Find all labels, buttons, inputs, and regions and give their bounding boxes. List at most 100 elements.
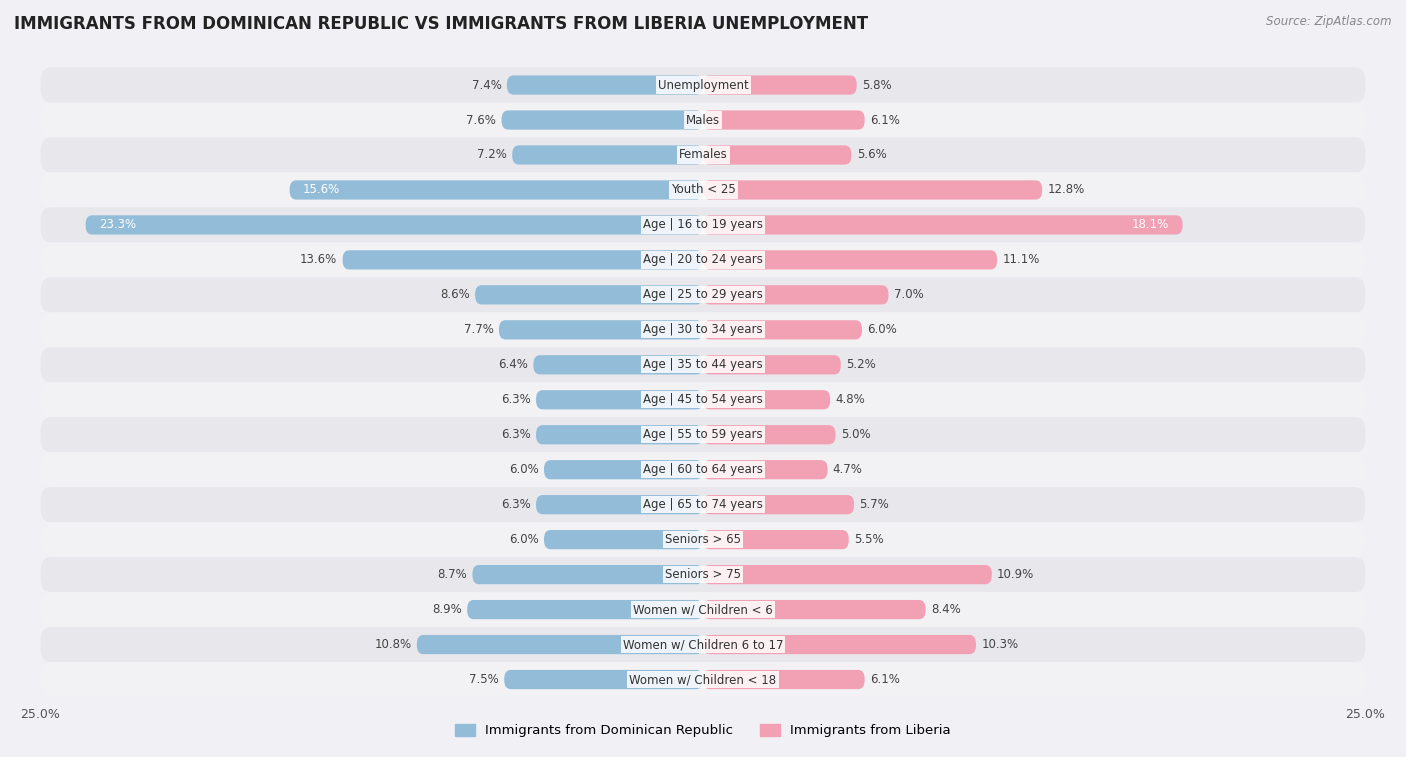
FancyBboxPatch shape — [86, 215, 703, 235]
FancyBboxPatch shape — [41, 592, 1365, 627]
FancyBboxPatch shape — [502, 111, 703, 129]
FancyBboxPatch shape — [41, 277, 1365, 313]
FancyBboxPatch shape — [703, 320, 862, 339]
Text: 6.3%: 6.3% — [501, 498, 531, 511]
Text: 4.7%: 4.7% — [832, 463, 863, 476]
Text: 6.3%: 6.3% — [501, 428, 531, 441]
Text: Age | 60 to 64 years: Age | 60 to 64 years — [643, 463, 763, 476]
FancyBboxPatch shape — [41, 488, 1365, 522]
Text: Age | 45 to 54 years: Age | 45 to 54 years — [643, 394, 763, 407]
Text: Source: ZipAtlas.com: Source: ZipAtlas.com — [1267, 15, 1392, 28]
FancyBboxPatch shape — [41, 173, 1365, 207]
FancyBboxPatch shape — [533, 355, 703, 375]
FancyBboxPatch shape — [508, 76, 703, 95]
FancyBboxPatch shape — [499, 320, 703, 339]
Text: Age | 20 to 24 years: Age | 20 to 24 years — [643, 254, 763, 266]
Text: 5.0%: 5.0% — [841, 428, 870, 441]
Text: Females: Females — [679, 148, 727, 161]
Legend: Immigrants from Dominican Republic, Immigrants from Liberia: Immigrants from Dominican Republic, Immi… — [450, 718, 956, 743]
Text: 13.6%: 13.6% — [299, 254, 337, 266]
FancyBboxPatch shape — [544, 530, 703, 550]
FancyBboxPatch shape — [703, 215, 1182, 235]
FancyBboxPatch shape — [703, 600, 925, 619]
Text: 7.7%: 7.7% — [464, 323, 494, 336]
FancyBboxPatch shape — [505, 670, 703, 689]
Text: 5.6%: 5.6% — [856, 148, 886, 161]
FancyBboxPatch shape — [536, 390, 703, 410]
FancyBboxPatch shape — [703, 425, 835, 444]
Text: 8.4%: 8.4% — [931, 603, 960, 616]
FancyBboxPatch shape — [544, 460, 703, 479]
FancyBboxPatch shape — [703, 670, 865, 689]
Text: 6.4%: 6.4% — [498, 358, 529, 371]
FancyBboxPatch shape — [475, 285, 703, 304]
FancyBboxPatch shape — [290, 180, 703, 200]
FancyBboxPatch shape — [536, 425, 703, 444]
FancyBboxPatch shape — [41, 313, 1365, 347]
Text: IMMIGRANTS FROM DOMINICAN REPUBLIC VS IMMIGRANTS FROM LIBERIA UNEMPLOYMENT: IMMIGRANTS FROM DOMINICAN REPUBLIC VS IM… — [14, 15, 868, 33]
Text: 8.6%: 8.6% — [440, 288, 470, 301]
FancyBboxPatch shape — [703, 76, 856, 95]
FancyBboxPatch shape — [703, 251, 997, 269]
FancyBboxPatch shape — [703, 565, 991, 584]
Text: Seniors > 65: Seniors > 65 — [665, 533, 741, 546]
FancyBboxPatch shape — [41, 417, 1365, 452]
FancyBboxPatch shape — [703, 111, 865, 129]
Text: Age | 16 to 19 years: Age | 16 to 19 years — [643, 219, 763, 232]
Text: Age | 35 to 44 years: Age | 35 to 44 years — [643, 358, 763, 371]
FancyBboxPatch shape — [703, 145, 852, 164]
Text: 10.9%: 10.9% — [997, 568, 1035, 581]
Text: Women w/ Children < 6: Women w/ Children < 6 — [633, 603, 773, 616]
FancyBboxPatch shape — [703, 635, 976, 654]
Text: 12.8%: 12.8% — [1047, 183, 1084, 197]
Text: 10.3%: 10.3% — [981, 638, 1018, 651]
Text: Age | 55 to 59 years: Age | 55 to 59 years — [643, 428, 763, 441]
FancyBboxPatch shape — [41, 382, 1365, 417]
FancyBboxPatch shape — [703, 530, 849, 550]
FancyBboxPatch shape — [41, 138, 1365, 173]
Text: 4.8%: 4.8% — [835, 394, 865, 407]
FancyBboxPatch shape — [41, 242, 1365, 277]
FancyBboxPatch shape — [536, 495, 703, 514]
FancyBboxPatch shape — [343, 251, 703, 269]
Text: 7.5%: 7.5% — [470, 673, 499, 686]
FancyBboxPatch shape — [512, 145, 703, 164]
Text: 15.6%: 15.6% — [302, 183, 340, 197]
Text: 6.0%: 6.0% — [509, 533, 538, 546]
Text: 11.1%: 11.1% — [1002, 254, 1040, 266]
Text: 10.8%: 10.8% — [374, 638, 412, 651]
FancyBboxPatch shape — [41, 452, 1365, 488]
FancyBboxPatch shape — [41, 627, 1365, 662]
Text: 6.3%: 6.3% — [501, 394, 531, 407]
FancyBboxPatch shape — [703, 460, 828, 479]
FancyBboxPatch shape — [41, 522, 1365, 557]
Text: Women w/ Children 6 to 17: Women w/ Children 6 to 17 — [623, 638, 783, 651]
Text: 18.1%: 18.1% — [1132, 219, 1170, 232]
FancyBboxPatch shape — [41, 67, 1365, 102]
Text: 8.9%: 8.9% — [432, 603, 461, 616]
Text: 6.0%: 6.0% — [868, 323, 897, 336]
Text: Women w/ Children < 18: Women w/ Children < 18 — [630, 673, 776, 686]
FancyBboxPatch shape — [41, 207, 1365, 242]
Text: 23.3%: 23.3% — [98, 219, 136, 232]
Text: 5.2%: 5.2% — [846, 358, 876, 371]
Text: 5.5%: 5.5% — [853, 533, 883, 546]
Text: 6.0%: 6.0% — [509, 463, 538, 476]
FancyBboxPatch shape — [41, 102, 1365, 138]
FancyBboxPatch shape — [41, 662, 1365, 697]
FancyBboxPatch shape — [703, 180, 1042, 200]
Text: Seniors > 75: Seniors > 75 — [665, 568, 741, 581]
Text: Age | 30 to 34 years: Age | 30 to 34 years — [643, 323, 763, 336]
FancyBboxPatch shape — [703, 355, 841, 375]
FancyBboxPatch shape — [41, 557, 1365, 592]
Text: 7.2%: 7.2% — [477, 148, 508, 161]
Text: 7.0%: 7.0% — [894, 288, 924, 301]
Text: Youth < 25: Youth < 25 — [671, 183, 735, 197]
Text: 8.7%: 8.7% — [437, 568, 467, 581]
Text: 7.6%: 7.6% — [467, 114, 496, 126]
FancyBboxPatch shape — [703, 495, 853, 514]
FancyBboxPatch shape — [416, 635, 703, 654]
FancyBboxPatch shape — [703, 390, 830, 410]
Text: Unemployment: Unemployment — [658, 79, 748, 92]
FancyBboxPatch shape — [472, 565, 703, 584]
